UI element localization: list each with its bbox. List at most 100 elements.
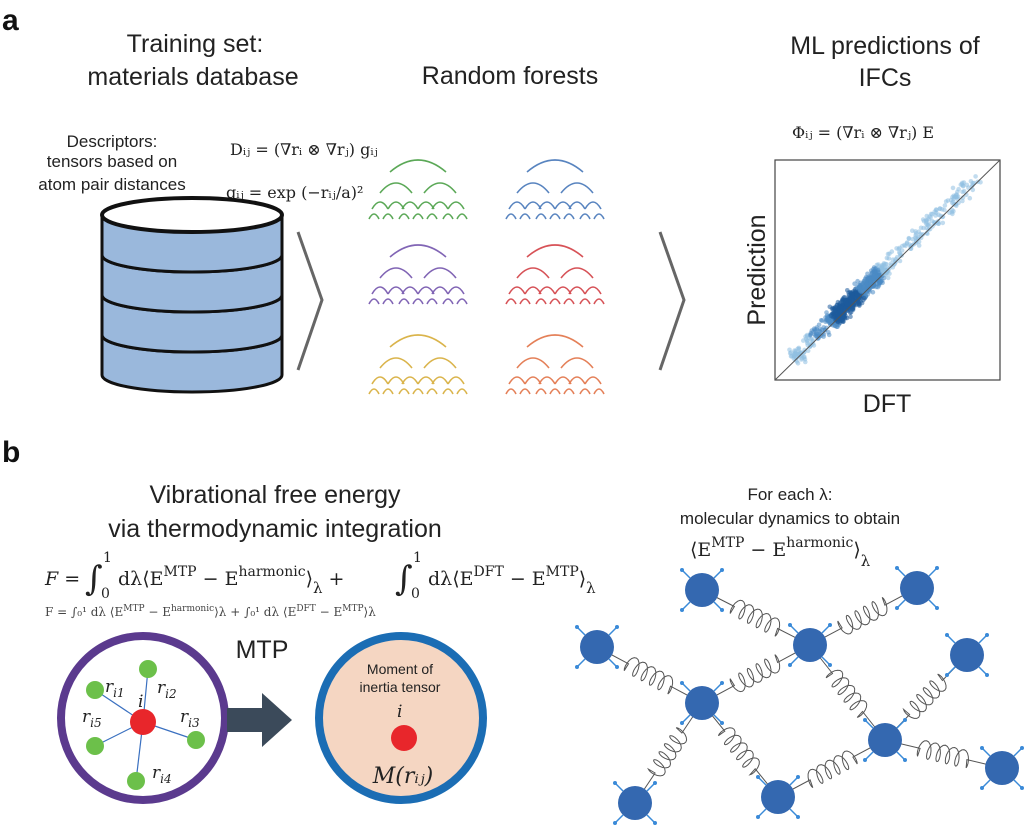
scatter-point <box>916 243 922 248</box>
scatter-point <box>877 280 883 286</box>
scatter-point <box>887 251 892 257</box>
atom <box>618 786 652 820</box>
neighbor-atom <box>187 731 205 749</box>
scatter-point <box>953 201 959 207</box>
moment-text-1: Moment of <box>367 661 433 677</box>
scatter-point <box>802 347 807 353</box>
scatter-point <box>897 258 903 264</box>
scatter-point <box>814 327 819 332</box>
scatter-point <box>795 346 800 352</box>
scatter-point <box>855 278 860 284</box>
scatter-point <box>854 292 859 297</box>
vib-title-2: via thermodynamic integration <box>108 515 442 543</box>
formula-g: gᵢⱼ = exp (−rᵢⱼ/a)² <box>226 183 363 202</box>
arrow-head <box>1020 746 1024 750</box>
arrow-head <box>575 625 579 629</box>
scatter-point <box>861 278 867 284</box>
scatter-point <box>875 284 881 290</box>
arrow-head <box>756 775 760 779</box>
scatter-point <box>872 281 877 287</box>
scatter-point <box>883 261 888 267</box>
arrow-head <box>756 815 760 819</box>
neighbor-label: ri2 <box>157 678 177 701</box>
spring <box>701 702 779 798</box>
decision-tree <box>505 334 605 395</box>
center-atom <box>130 709 156 735</box>
scatter-point <box>810 337 815 342</box>
scatter-point <box>967 195 973 201</box>
ml-title-1: ML predictions of <box>790 32 979 60</box>
atom <box>985 751 1019 785</box>
scatter-point <box>910 228 915 233</box>
scatter-point <box>978 180 983 185</box>
spring <box>634 702 703 804</box>
scatter-point <box>888 261 894 266</box>
spring-network <box>575 566 1024 825</box>
integral-1: ∫ <box>85 559 103 599</box>
scatter-point <box>955 189 960 195</box>
training-title-1: Training set: <box>127 30 264 58</box>
arrow-right-icon <box>227 693 292 747</box>
arrow-head <box>935 566 939 570</box>
atom <box>900 571 934 605</box>
spring <box>596 646 703 704</box>
decision-tree <box>368 244 468 305</box>
arrow-head <box>945 673 949 677</box>
lower-limit-2: 0 <box>411 586 420 602</box>
upper-limit-2: 1 <box>413 550 422 566</box>
descriptors-2: tensors based on <box>47 152 177 171</box>
arrow-head <box>788 663 792 667</box>
scatter-point <box>924 221 929 227</box>
plot-ylabel: Prediction <box>743 214 771 325</box>
decision-tree <box>368 334 468 395</box>
scatter-point <box>874 262 880 268</box>
arrow-head <box>680 721 684 725</box>
integrand-2: dλ⟨EDFT − EMTP⟩λ <box>428 564 596 597</box>
arrow-head <box>863 718 867 722</box>
moment-formula: M(rᵢⱼ) <box>372 764 433 789</box>
moment-tensor-circle: Moment of inertia tensor i M(rᵢⱼ) <box>315 632 487 804</box>
descriptors-1: Descriptors: <box>67 132 158 151</box>
atom-node <box>680 568 724 612</box>
neighbor-atom <box>127 772 145 790</box>
scatter-point <box>818 318 824 323</box>
arrow-head <box>615 665 619 669</box>
atom-node <box>945 633 989 677</box>
spring <box>884 654 968 741</box>
md-title-1: For each λ: <box>747 485 832 504</box>
scatter-point <box>951 209 956 214</box>
spring <box>809 644 886 741</box>
plot-xlabel: DFT <box>863 390 912 418</box>
scatter-point <box>966 185 971 190</box>
moment-ring <box>315 632 487 804</box>
spring <box>701 644 811 704</box>
decision-tree <box>505 159 605 220</box>
arrow-head <box>613 821 617 825</box>
scatter-point <box>825 314 830 320</box>
scatter-point <box>936 212 941 217</box>
arrow-head <box>863 758 867 762</box>
chevron-right-icon <box>658 231 686 371</box>
atom-node <box>895 566 939 610</box>
spring <box>777 739 886 798</box>
center-atom-label: i <box>138 692 143 712</box>
spring <box>701 589 811 646</box>
spring <box>809 587 918 646</box>
scatter-point <box>870 289 876 295</box>
scatter-point <box>826 318 832 324</box>
atom <box>793 628 827 662</box>
scatter-point <box>791 352 797 358</box>
scatter-point <box>896 246 902 252</box>
integral-2: ∫ <box>395 559 413 599</box>
md-expression: ⟨EMTP − Eharmonic⟩λ <box>690 535 871 570</box>
scatter-point <box>881 275 887 281</box>
arrow-head <box>788 623 792 627</box>
scatter-point <box>910 236 916 242</box>
atom <box>868 723 902 757</box>
lower-limit-1: 0 <box>101 586 110 602</box>
scatter-point <box>960 189 965 195</box>
neighbor-label: ri1 <box>105 677 125 700</box>
scatter-point <box>799 357 804 362</box>
neighbor-atom <box>86 737 104 755</box>
scatter-point <box>816 322 822 328</box>
